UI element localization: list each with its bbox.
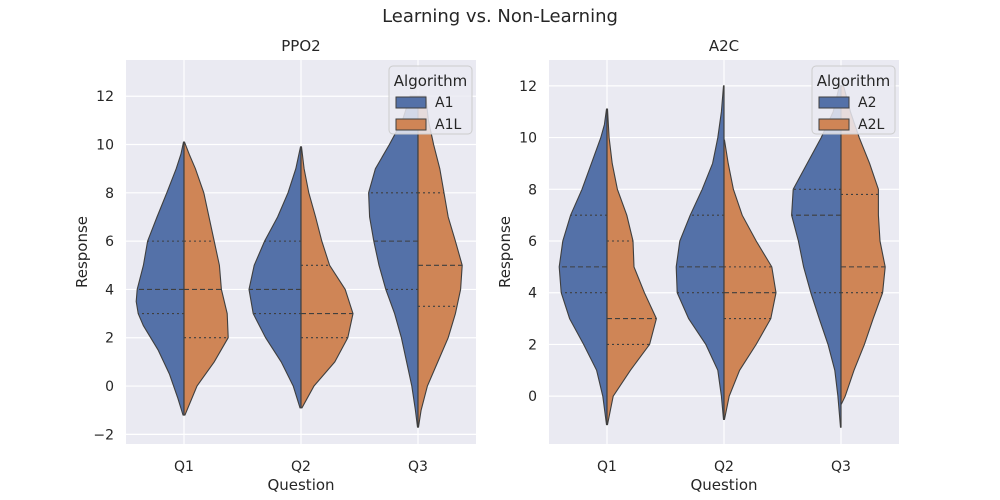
y-tick-label: 8 [105, 186, 114, 202]
y-tick-label: 6 [105, 234, 114, 250]
legend-label-a2: A2 [858, 95, 876, 111]
y-tick-label: −2 [93, 427, 114, 443]
violin-a2l-q1 [606, 108, 657, 426]
y-tick-label: 4 [528, 286, 537, 302]
panel-title: A2C [709, 37, 739, 55]
y-tick-label: 0 [528, 389, 537, 405]
legend-label-a1: A1 [435, 95, 453, 111]
y-tick-label: 6 [528, 234, 537, 250]
violin-a1-q2 [248, 146, 302, 409]
legend: Algorithm A1 A1L [388, 65, 473, 135]
violin-panel-ppo2: −2 0 2 4 6 8 10 12 Q1 Q2 Q3 PPO2 Question Response Alg… [73, 37, 476, 494]
y-tick-label: 0 [105, 379, 114, 395]
violin-panel-a2c: 0 2 4 6 8 10 12 Q1 Q2 Q3 A2C Question Response Algori… [496, 37, 899, 494]
y-tick-label: 12 [519, 79, 537, 95]
violin-a2-q1 [558, 108, 608, 426]
legend-label-a2l: A2L [858, 117, 884, 133]
legend-title: Algorithm [394, 72, 467, 90]
legend-label-a1l: A1L [435, 117, 461, 133]
legend: Algorithm A2 A2L [811, 65, 896, 135]
legend-swatch-a1 [395, 96, 427, 109]
y-tick-label: 12 [96, 89, 114, 105]
y-tick-label: 2 [105, 331, 114, 347]
violin-a1-q1 [135, 141, 185, 416]
x-tick-label: Q2 [291, 459, 311, 475]
y-axis-title: Response [73, 216, 91, 288]
y-tick-label: 8 [528, 182, 537, 198]
x-tick-label: Q3 [831, 459, 851, 475]
figure-title: Learning vs. Non-Learning [382, 6, 618, 27]
x-tick-label: Q2 [714, 459, 734, 475]
x-tick-label: Q1 [597, 459, 617, 475]
y-tick-label: 4 [105, 282, 114, 298]
violin-a2-q2 [675, 85, 725, 421]
legend-swatch-a2l [818, 118, 850, 131]
x-tick-label: Q3 [408, 459, 428, 475]
legend-title: Algorithm [817, 72, 890, 90]
violin-a1l-q2 [300, 146, 354, 409]
y-tick-label: 2 [528, 337, 537, 353]
y-axis-title: Response [496, 216, 514, 288]
legend-box [811, 65, 896, 135]
x-axis-title: Question [267, 476, 334, 494]
violin-a1l-q1 [183, 141, 229, 416]
legend-box [388, 65, 473, 135]
panel-title: PPO2 [281, 37, 320, 55]
x-axis-title: Question [690, 476, 757, 494]
y-tick-label: 10 [96, 138, 114, 154]
violin-a2l-q2 [723, 139, 777, 421]
legend-swatch-a1l [395, 118, 427, 131]
y-tick-label: 10 [519, 131, 537, 147]
legend-swatch-a2 [818, 96, 850, 109]
x-tick-label: Q1 [174, 459, 194, 475]
